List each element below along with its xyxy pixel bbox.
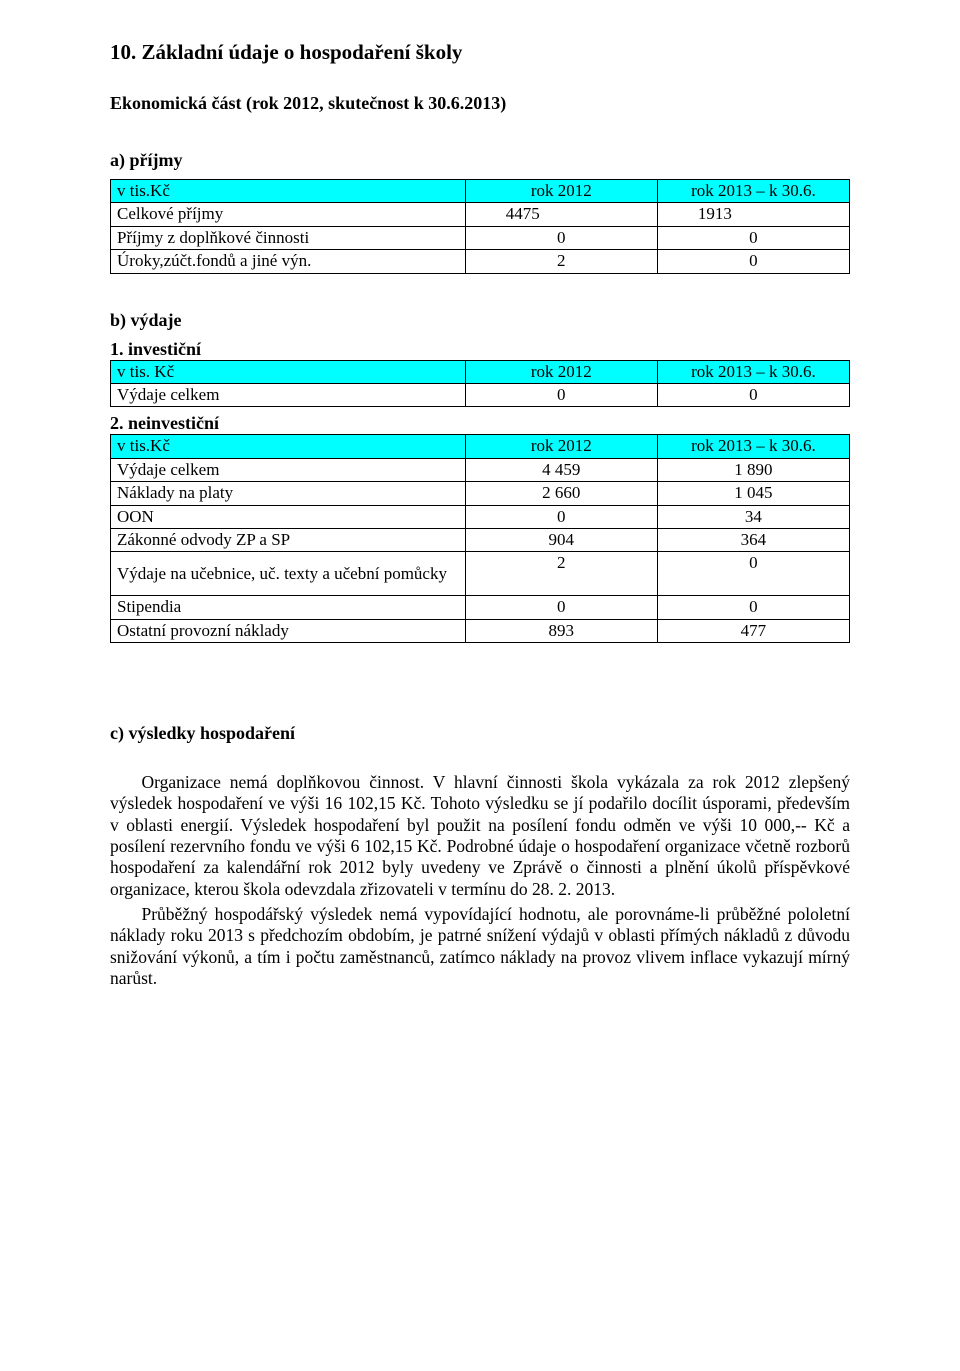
- cell-value: 893: [465, 619, 657, 642]
- cell-value: 0: [657, 250, 849, 273]
- cell-label: Zákonné odvody ZP a SP: [111, 528, 466, 551]
- table-row: Příjmy z doplňkové činnosti 0 0: [111, 226, 850, 249]
- header-cell: rok 2012: [465, 180, 657, 203]
- section-b-label: b) výdaje: [110, 310, 850, 331]
- cell-value: 0: [465, 226, 657, 249]
- cell-label: Náklady na platy: [111, 482, 466, 505]
- cell-value: 0: [465, 596, 657, 619]
- table-expenses-noninvestment: v tis.Kč rok 2012 rok 2013 – k 30.6. Výd…: [110, 434, 850, 643]
- table-row: Náklady na platy 2 660 1 045: [111, 482, 850, 505]
- header-cell: rok 2013 – k 30.6.: [657, 435, 849, 458]
- cell-value: 4 459: [465, 458, 657, 481]
- cell-label: Stipendia: [111, 596, 466, 619]
- table-header-row: v tis.Kč rok 2012 rok 2013 – k 30.6.: [111, 435, 850, 458]
- b1-label: 1. investiční: [110, 339, 850, 360]
- cell-value: 0: [657, 383, 849, 406]
- cell-value: 364: [657, 528, 849, 551]
- cell-value: 904: [465, 528, 657, 551]
- cell-label: Úroky,zúčt.fondů a jiné výn.: [111, 250, 466, 273]
- cell-label: Příjmy z doplňkové činnosti: [111, 226, 466, 249]
- table-row: Stipendia 0 0: [111, 596, 850, 619]
- cell-value: 0: [465, 505, 657, 528]
- table-row: Zákonné odvody ZP a SP 904 364: [111, 528, 850, 551]
- cell-value: 2: [465, 552, 657, 596]
- cell-value: 34: [657, 505, 849, 528]
- b2-label: 2. neinvestiční: [110, 413, 850, 434]
- header-cell: rok 2012: [465, 435, 657, 458]
- paragraph-1: Organizace nemá doplňkovou činnost. V hl…: [110, 772, 850, 900]
- table-expenses-investment: v tis. Kč rok 2012 rok 2013 – k 30.6. Vý…: [110, 360, 850, 408]
- cell-value: 2 660: [465, 482, 657, 505]
- table-row: Výdaje celkem 4 459 1 890: [111, 458, 850, 481]
- table-row: Výdaje celkem 0 0: [111, 383, 850, 406]
- cell-value: 0: [465, 383, 657, 406]
- table-row: Úroky,zúčt.fondů a jiné výn. 2 0: [111, 250, 850, 273]
- cell-label: Celkové příjmy: [111, 203, 466, 226]
- cell-value: 477: [657, 619, 849, 642]
- cell-value: 0: [657, 226, 849, 249]
- table-row: Výdaje na učebnice, uč. texty a učební p…: [111, 552, 850, 596]
- table-header-row: v tis.Kč rok 2012 rok 2013 – k 30.6.: [111, 180, 850, 203]
- header-cell: v tis. Kč: [111, 360, 466, 383]
- header-cell: rok 2013 – k 30.6.: [657, 180, 849, 203]
- section-c-label: c) výsledky hospodaření: [110, 723, 850, 744]
- subtitle: Ekonomická část (rok 2012, skutečnost k …: [110, 93, 850, 114]
- header-cell: v tis.Kč: [111, 180, 466, 203]
- table-row: OON 0 34: [111, 505, 850, 528]
- cell-value: 0: [657, 552, 849, 596]
- cell-value: 1 045: [657, 482, 849, 505]
- cell-value: 2: [465, 250, 657, 273]
- header-cell: rok 2012: [465, 360, 657, 383]
- table-income: v tis.Kč rok 2012 rok 2013 – k 30.6. Cel…: [110, 179, 850, 274]
- cell-value: 0: [657, 596, 849, 619]
- table-row: Ostatní provozní náklady 893 477: [111, 619, 850, 642]
- cell-label: Ostatní provozní náklady: [111, 619, 466, 642]
- cell-value: 4475: [465, 203, 657, 226]
- table-header-row: v tis. Kč rok 2012 rok 2013 – k 30.6.: [111, 360, 850, 383]
- document-page: 10. Základní údaje o hospodaření školy E…: [0, 0, 960, 1054]
- cell-value: 1 890: [657, 458, 849, 481]
- header-cell: rok 2013 – k 30.6.: [657, 360, 849, 383]
- cell-label: Výdaje celkem: [111, 458, 466, 481]
- cell-label: Výdaje celkem: [111, 383, 466, 406]
- paragraph-2: Průběžný hospodářský výsledek nemá vypov…: [110, 904, 850, 989]
- header-cell: v tis.Kč: [111, 435, 466, 458]
- section-a-label: a) příjmy: [110, 150, 850, 171]
- page-title: 10. Základní údaje o hospodaření školy: [110, 40, 850, 65]
- cell-value: 1913: [657, 203, 849, 226]
- cell-label: Výdaje na učebnice, uč. texty a učební p…: [111, 552, 466, 596]
- cell-label: OON: [111, 505, 466, 528]
